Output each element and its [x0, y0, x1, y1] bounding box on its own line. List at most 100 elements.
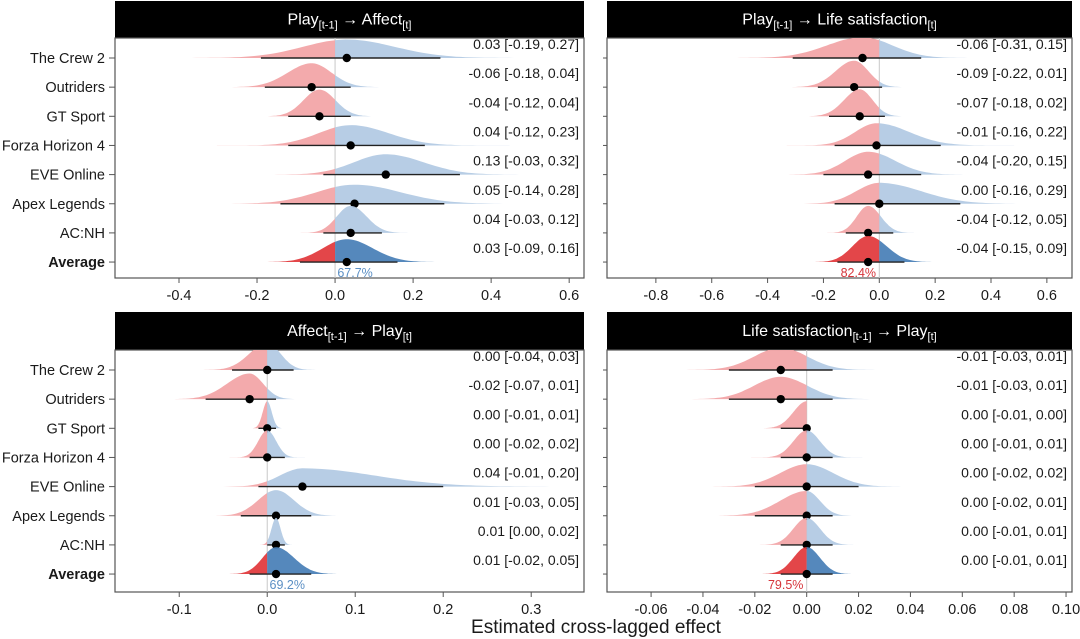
plot-area: [606, 349, 1073, 593]
x-tick-label: 0.6: [1037, 288, 1057, 304]
y-axis-label: EVE Online: [30, 168, 105, 184]
estimate-label: 0.00 [-0.02, 0.02]: [473, 435, 579, 451]
x-tick-label: -0.4: [166, 288, 191, 304]
panel-strip: [607, 312, 1072, 350]
y-axis-label: Forza Horizon 4: [2, 138, 105, 154]
density-negative-side: [751, 430, 807, 458]
panel-life-play: Life satisfaction[t-1] → Play[t] -0.01 [-…: [603, 312, 1080, 618]
average-probability-label: 79.5%: [768, 578, 803, 592]
point-estimate: [863, 228, 873, 238]
point-estimate: [858, 53, 867, 63]
estimate-label: -0.06 [-0.31, 0.15]: [956, 36, 1067, 52]
x-tick-label: 0.1: [345, 602, 365, 618]
density-negative-side: [751, 547, 807, 575]
row-eve-online: [208, 468, 584, 491]
density-positive-side: [806, 430, 863, 458]
panel-title: Play[t-1] → Life satisfaction[t]: [742, 12, 936, 32]
row-eve-online: [695, 464, 918, 491]
density-positive-side: [879, 81, 914, 88]
x-tick-label: 0.00: [793, 602, 821, 618]
x-tick-label: 0.08: [1000, 602, 1028, 618]
x-tick-label: 0.2: [925, 288, 945, 304]
point-estimate: [298, 482, 307, 491]
plot-area: [114, 37, 585, 279]
density-negative-side: [820, 205, 880, 233]
row-gt-sport: [248, 401, 287, 433]
row-apex-legends: [783, 182, 1053, 208]
density-positive-side: [335, 99, 387, 117]
average-probability-label: 69.2%: [270, 578, 305, 592]
point-estimate: [271, 540, 281, 550]
row-the-crew-2: [669, 350, 892, 375]
density-negative-side: [669, 376, 807, 400]
point-estimate: [863, 257, 873, 267]
estimate-label: 0.01 [0.00, 0.02]: [478, 523, 579, 539]
point-estimate: [263, 424, 272, 433]
density-positive-side: [335, 39, 548, 58]
x-tick-label: 0.0: [869, 288, 889, 304]
row-outriders: [669, 376, 892, 404]
panel-title-subscript: [t]: [928, 20, 937, 32]
row-average: [751, 547, 863, 579]
estimate-label: 0.00 [-0.01, 0.01]: [961, 552, 1067, 568]
panel-title-part: →: [338, 12, 362, 29]
x-tick-label: -0.04: [686, 602, 719, 618]
density-negative-side: [248, 401, 268, 429]
point-estimate: [381, 170, 390, 179]
panel-title-part: →: [792, 12, 817, 29]
estimate-label: -0.02 [-0.07, 0.01]: [468, 377, 579, 393]
panel-title: Life satisfaction[t-1] → Play[t]: [742, 323, 936, 343]
density-negative-side: [195, 187, 336, 204]
estimate-label: 0.03 [-0.19, 0.27]: [473, 36, 579, 52]
panel-title-subscript: [t-1]: [773, 20, 792, 32]
density-positive-side: [335, 205, 418, 233]
point-estimate: [263, 365, 272, 375]
average-probability-label: 82.4%: [841, 266, 876, 280]
row-the-crew-2: [712, 38, 989, 63]
x-tick-label: -0.02: [738, 602, 771, 618]
density-negative-side: [246, 241, 336, 263]
density-positive-side: [267, 388, 307, 400]
point-estimate: [315, 112, 324, 121]
estimate-label: -0.01 [-0.16, 0.22]: [956, 123, 1067, 139]
density-positive-side: [806, 517, 863, 545]
point-estimate: [863, 170, 873, 179]
row-ac-nh: [292, 205, 418, 238]
plot-marks: [712, 38, 1053, 278]
row-forza-horizon-4: [216, 125, 510, 150]
density-positive-side: [335, 125, 510, 146]
row-ac-nh: [751, 517, 863, 550]
row-ac-nh: [820, 205, 922, 238]
density-negative-side: [191, 350, 268, 370]
density-negative-side: [751, 517, 807, 545]
plot-marks: [669, 350, 918, 592]
plot-marks: [162, 38, 548, 278]
row-gt-sport: [793, 89, 914, 121]
row-gt-sport: [751, 401, 811, 433]
estimate-label: 0.04 [-0.12, 0.23]: [473, 123, 579, 139]
density-negative-side: [695, 464, 807, 487]
estimate-label: -0.04 [-0.12, 0.05]: [956, 211, 1067, 227]
point-estimate: [776, 394, 785, 404]
density-positive-side: [806, 385, 892, 400]
density-negative-side: [772, 151, 880, 175]
density-positive-side: [806, 547, 863, 575]
density-positive-side: [267, 430, 305, 458]
panel-title-part: →: [872, 323, 897, 340]
point-estimate: [802, 540, 811, 550]
point-estimate: [802, 482, 811, 491]
panel-title-part: Play: [742, 12, 773, 29]
x-tick-label: 0.6: [559, 288, 579, 304]
density-positive-side: [806, 491, 863, 516]
estimate-label: -0.06 [-0.18, 0.04]: [468, 65, 579, 81]
estimate-label: -0.04 [-0.15, 0.09]: [956, 240, 1067, 256]
point-estimate: [872, 141, 881, 150]
density-positive-side: [879, 123, 1015, 146]
density-negative-side: [793, 89, 880, 117]
point-estimate: [346, 141, 355, 150]
density-positive-side: [879, 153, 982, 175]
row-apex-legends: [695, 491, 863, 520]
estimate-label: 0.00 [-0.02, 0.01]: [961, 494, 1067, 510]
x-tick-label: -0.8: [643, 288, 668, 304]
